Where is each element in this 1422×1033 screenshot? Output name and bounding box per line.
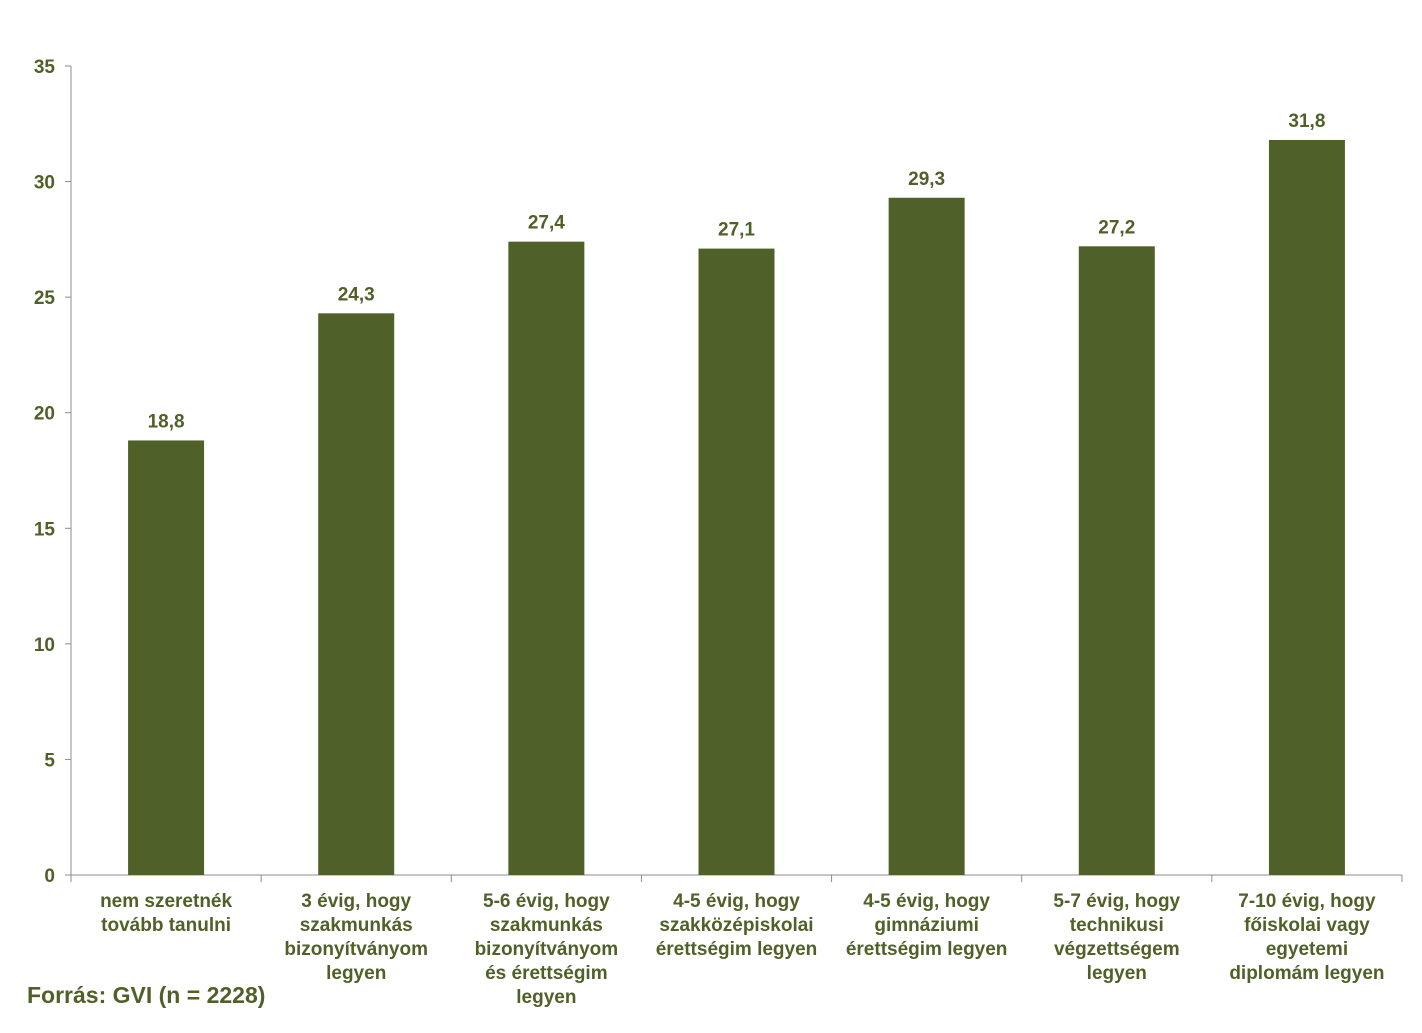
category-label-line: szakmunkás <box>490 915 603 936</box>
data-label: 29,3 <box>908 169 945 190</box>
category-label-line: bizonyítványom <box>284 939 428 960</box>
bar <box>698 248 775 876</box>
category-label-line: szakközépiskolai <box>659 915 813 936</box>
category-label-line: és érettségim <box>485 963 608 984</box>
category-label: nem szeretnék tovább tanulni <box>100 891 232 936</box>
category-label-line: gimnáziumi <box>874 915 979 936</box>
category-label-line: tovább tanulni <box>101 915 231 936</box>
bar <box>128 440 205 875</box>
category-label-line: legyen <box>516 987 576 1008</box>
y-tick-label: 10 <box>34 635 55 656</box>
category-label-line: végzettségem <box>1054 939 1180 960</box>
y-tick-label: 15 <box>34 519 56 540</box>
category-label: 3 évig, hogy szakmunkás bizonyítványom legy… <box>284 891 428 984</box>
category-label: 5-7 évig, hogy technikusi végzettségem legy… <box>1053 891 1180 984</box>
y-tick-label: 35 <box>34 57 56 78</box>
category-label: 4-5 évig, hogy gimnáziumi érettségim legye… <box>846 891 1008 960</box>
category-label-line: 5-7 évig, hogy <box>1053 891 1180 912</box>
bar <box>318 313 395 875</box>
bar <box>1078 246 1155 875</box>
category-label: 5-6 évig, hogy szakmunkás bizonyítványom és… <box>475 891 619 1008</box>
data-label: 27,1 <box>718 220 755 241</box>
category-label-line: 4-5 évig, hogy <box>673 891 800 912</box>
category-label-line: egyetemi <box>1266 939 1348 960</box>
category-label: 7-10 évig, hogy főiskolai vagy egyetemi dip… <box>1229 891 1384 984</box>
category-label-line: 5-6 évig, hogy <box>483 891 610 912</box>
category-label-line: 4-5 évig, hogy <box>863 891 990 912</box>
category-labels: nem szeretnék tovább tanulni 3 évig, hogy s… <box>100 891 1384 1008</box>
source-note: Forrás: GVI (n = 2228) <box>27 982 266 1008</box>
y-axis: 0 5 10 15 20 25 30 35 <box>34 57 72 887</box>
category-label-line: 7-10 évig, hogy <box>1238 891 1376 912</box>
category-label-line: érettségim legyen <box>846 939 1008 960</box>
y-tick-label: 20 <box>34 404 55 425</box>
category-label-line: bizonyítványom <box>475 939 619 960</box>
bars <box>128 139 1345 876</box>
data-label: 24,3 <box>338 284 375 305</box>
data-label: 18,8 <box>148 411 185 432</box>
y-tick-label: 25 <box>34 288 56 309</box>
category-label: 4-5 évig, hogy szakközépiskolai érettségim… <box>656 891 818 960</box>
y-tick-label: 5 <box>44 750 55 771</box>
category-label-line: legyen <box>1087 963 1147 984</box>
category-label-line: főiskolai vagy <box>1244 915 1370 936</box>
category-label-line: 3 évig, hogy <box>301 891 411 912</box>
y-tick-label: 0 <box>44 866 55 887</box>
bar <box>508 241 585 875</box>
category-label-line: technikusi <box>1070 915 1164 936</box>
bar <box>1268 139 1345 876</box>
category-label-line: legyen <box>326 963 386 984</box>
category-label-line: nem szeretnék <box>100 891 232 912</box>
data-labels: 18,8 24,3 27,4 27,1 29,3 27,2 31,8 <box>148 111 1326 432</box>
category-label-line: érettségim legyen <box>656 939 818 960</box>
category-label-line: szakmunkás <box>300 915 413 936</box>
bar <box>888 197 965 875</box>
y-tick-label: 30 <box>34 173 55 194</box>
data-label: 27,4 <box>528 213 565 234</box>
data-label: 31,8 <box>1288 111 1325 132</box>
x-axis <box>70 874 1403 882</box>
category-label-line: diplomám legyen <box>1229 963 1384 984</box>
data-label: 27,2 <box>1098 217 1135 238</box>
